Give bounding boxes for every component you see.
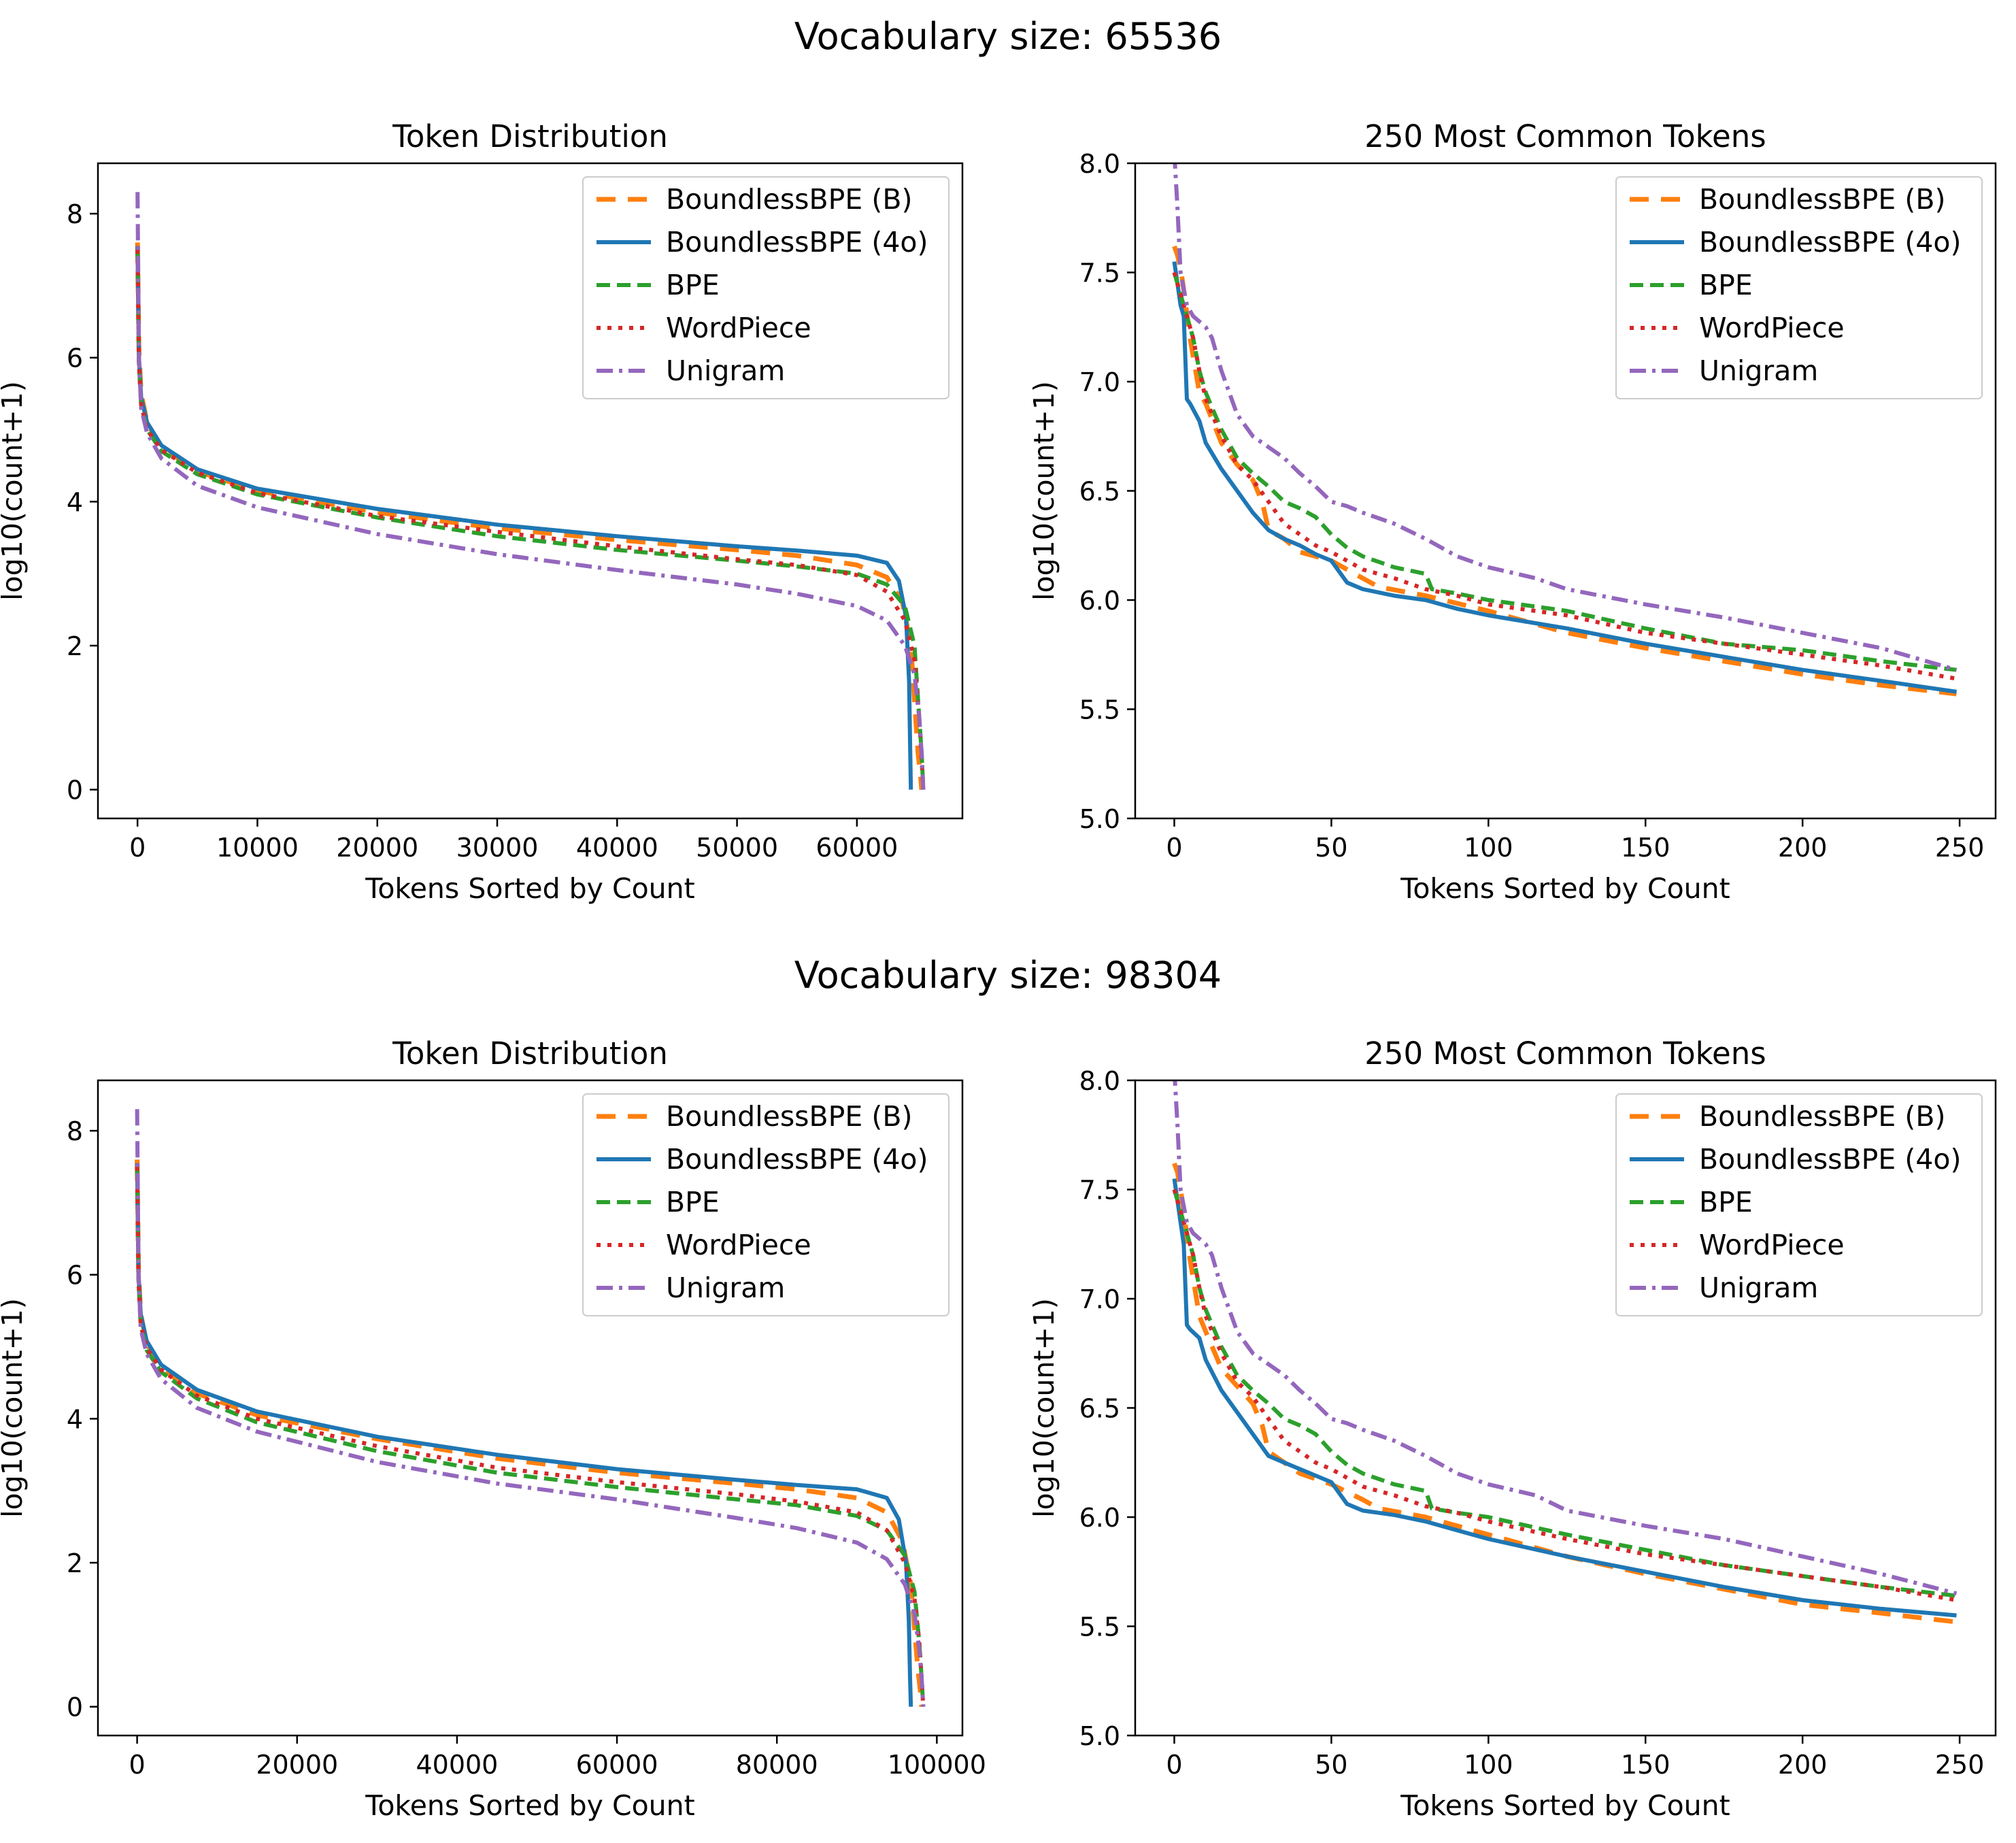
legend-label-boundlessbpe-4o: BoundlessBPE (4o) — [666, 226, 928, 259]
y-tick-label: 7.0 — [1079, 1284, 1120, 1314]
y-tick-label: 6.0 — [1079, 1503, 1120, 1533]
legend-label-boundlessbpe-b: BoundlessBPE (B) — [1699, 183, 1945, 216]
legend-label-boundlessbpe-b: BoundlessBPE (B) — [1699, 1100, 1945, 1133]
legend-label-bpe: BPE — [1699, 1186, 1753, 1218]
x-tick-label: 60000 — [816, 833, 898, 863]
x-tick-label: 80000 — [736, 1750, 818, 1780]
suptitle-bottom: Vocabulary size: 98304 — [794, 954, 1222, 997]
y-tick-label: 6 — [67, 344, 83, 373]
y-tick-label: 2 — [67, 631, 83, 661]
x-tick-label: 100 — [1464, 1750, 1513, 1780]
x-axis-label: Tokens Sorted by Count — [365, 1789, 694, 1822]
x-tick-label: 60000 — [576, 1750, 658, 1780]
y-tick-label: 8.0 — [1079, 1066, 1120, 1096]
x-tick-label: 150 — [1621, 1750, 1670, 1780]
x-axis-label: Tokens Sorted by Count — [365, 872, 694, 905]
figure: Vocabulary size: 65536 Vocabulary size: … — [0, 0, 2016, 1843]
y-tick-label: 4 — [67, 487, 83, 517]
legend-label-unigram: Unigram — [1699, 1272, 1818, 1304]
x-tick-label: 40000 — [416, 1750, 498, 1780]
y-tick-label: 8 — [67, 1116, 83, 1146]
y-tick-label: 8.0 — [1079, 149, 1120, 179]
legend-label-bpe: BPE — [666, 269, 720, 301]
legend-label-boundlessbpe-4o: BoundlessBPE (4o) — [1699, 226, 1962, 259]
y-tick-label: 5.0 — [1079, 804, 1120, 834]
legend-label-boundlessbpe-b: BoundlessBPE (B) — [666, 1100, 912, 1133]
legend: BoundlessBPE (B) BoundlessBPE (4o) BPE Word… — [583, 1094, 949, 1316]
x-tick-label: 100000 — [888, 1750, 986, 1780]
legend: BoundlessBPE (B) BoundlessBPE (4o) BPE Word… — [1616, 1094, 1982, 1316]
y-axis-label: log10(count+1) — [1028, 381, 1060, 601]
y-tick-label: 6.5 — [1079, 1394, 1120, 1424]
chart-title: Token Distribution — [392, 1035, 668, 1072]
y-tick-label: 8 — [67, 199, 83, 229]
x-tick-label: 250 — [1935, 833, 1985, 863]
x-tick-label: 20000 — [336, 833, 418, 863]
y-tick-label: 0 — [67, 776, 83, 806]
x-tick-label: 200 — [1778, 833, 1828, 863]
legend-label-boundlessbpe-4o: BoundlessBPE (4o) — [666, 1143, 928, 1176]
y-tick-label: 6 — [67, 1261, 83, 1291]
y-tick-label: 5.5 — [1079, 1612, 1120, 1642]
y-tick-label: 0 — [67, 1693, 83, 1723]
x-tick-label: 50 — [1315, 1750, 1347, 1780]
y-tick-label: 4 — [67, 1404, 83, 1434]
legend-label-bpe: BPE — [666, 1186, 720, 1218]
y-tick-label: 6.5 — [1079, 477, 1120, 507]
x-tick-label: 50000 — [696, 833, 778, 863]
legend-label-wordpiece: WordPiece — [1699, 312, 1845, 344]
legend-label-unigram: Unigram — [1699, 354, 1818, 387]
x-tick-label: 40000 — [576, 833, 658, 863]
y-tick-label: 5.5 — [1079, 695, 1120, 725]
x-axis-label: Tokens Sorted by Count — [1400, 872, 1730, 905]
y-tick-label: 6.0 — [1079, 586, 1120, 616]
y-axis-label: log10(count+1) — [0, 381, 29, 601]
chart-title: Token Distribution — [392, 118, 668, 154]
legend-label-wordpiece: WordPiece — [666, 1229, 811, 1261]
suptitle-top: Vocabulary size: 65536 — [794, 15, 1222, 58]
x-tick-label: 10000 — [216, 833, 299, 863]
x-tick-label: 0 — [1166, 1750, 1182, 1780]
y-tick-label: 2 — [67, 1548, 83, 1578]
x-tick-label: 20000 — [256, 1750, 338, 1780]
x-tick-label: 100 — [1464, 833, 1513, 863]
legend-label-boundlessbpe-4o: BoundlessBPE (4o) — [1699, 1143, 1962, 1176]
legend-label-wordpiece: WordPiece — [666, 312, 811, 344]
y-tick-label: 7.5 — [1079, 1176, 1120, 1206]
y-axis-label: log10(count+1) — [1028, 1298, 1060, 1518]
legend: BoundlessBPE (B) BoundlessBPE (4o) BPE Word… — [583, 177, 949, 399]
y-axis-label: log10(count+1) — [0, 1298, 29, 1518]
legend-label-boundlessbpe-b: BoundlessBPE (B) — [666, 183, 912, 216]
chart-title: 250 Most Common Tokens — [1364, 1035, 1766, 1072]
x-tick-label: 0 — [129, 1750, 146, 1780]
y-tick-label: 5.0 — [1079, 1721, 1120, 1751]
legend: BoundlessBPE (B) BoundlessBPE (4o) BPE Word… — [1616, 177, 1982, 399]
legend-label-unigram: Unigram — [666, 354, 785, 387]
legend-label-unigram: Unigram — [666, 1272, 785, 1304]
y-tick-label: 7.0 — [1079, 367, 1120, 397]
x-tick-label: 250 — [1935, 1750, 1985, 1780]
x-tick-label: 0 — [129, 833, 146, 863]
x-tick-label: 200 — [1778, 1750, 1828, 1780]
legend-label-wordpiece: WordPiece — [1699, 1229, 1845, 1261]
x-tick-label: 30000 — [456, 833, 539, 863]
x-tick-label: 150 — [1621, 833, 1670, 863]
x-tick-label: 50 — [1315, 833, 1347, 863]
x-axis-label: Tokens Sorted by Count — [1400, 1789, 1730, 1822]
chart-title: 250 Most Common Tokens — [1364, 118, 1766, 154]
legend-label-bpe: BPE — [1699, 269, 1753, 301]
y-tick-label: 7.5 — [1079, 259, 1120, 288]
x-tick-label: 0 — [1166, 833, 1182, 863]
